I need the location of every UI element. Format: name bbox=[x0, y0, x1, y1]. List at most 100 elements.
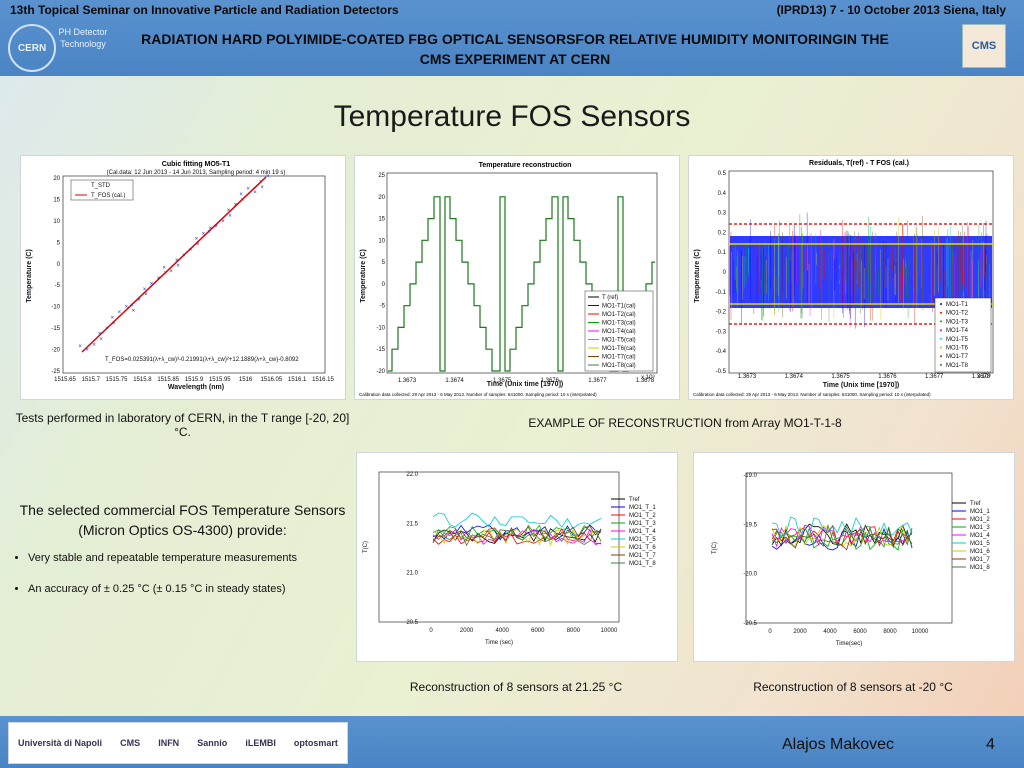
legend-label: Tref bbox=[970, 501, 981, 507]
legend-swatch bbox=[940, 355, 942, 358]
data-point: × bbox=[125, 305, 129, 311]
data-point: × bbox=[239, 192, 243, 198]
summary-lead: The selected commercial FOS Temperature … bbox=[19, 502, 346, 538]
legend-label: MO1-T4 bbox=[946, 328, 969, 334]
data-point: × bbox=[207, 230, 211, 236]
steady-state-2125-plot: 22.0 21.5 21.0 20.5 0 2000 4000 6000 8000 10000 … bbox=[356, 452, 678, 662]
sensor-summary: The selected commercial FOS Temperature … bbox=[10, 500, 355, 614]
data-point: × bbox=[78, 344, 82, 350]
optosmart-logo: optosmart bbox=[293, 738, 338, 748]
y-tick-label: 20.5 bbox=[406, 620, 418, 626]
fit-line bbox=[81, 176, 267, 353]
y-tick-label: -25 bbox=[51, 369, 60, 375]
x-tick-label: 1516.15 bbox=[312, 377, 334, 383]
data-point: × bbox=[137, 298, 141, 304]
steady-state-m20-plot: -19.0 -19.5 -20.0 -20.5 0 2000 4000 6000 8000 10… bbox=[693, 452, 1015, 662]
y-tick-label: -20.5 bbox=[743, 621, 757, 627]
legend-label: MO1_5 bbox=[970, 541, 990, 547]
data-point: × bbox=[144, 292, 148, 298]
bullet-accuracy: An accuracy of ± 0.25 °C (± 0.15 °C in s… bbox=[28, 583, 355, 595]
y-tick-label: 0.5 bbox=[718, 171, 727, 177]
fit-formula: T_FOS=0.025391(λ+λ_cw)³-0.21991(λ+λ_cw)²… bbox=[105, 357, 299, 363]
cms-footer-logo: CMS bbox=[120, 738, 141, 748]
x-tick-label: 8000 bbox=[567, 628, 581, 634]
x-tick-label: 1.3677 bbox=[925, 374, 944, 380]
legend-label: MO1-T7(cal) bbox=[602, 355, 636, 361]
y-tick-label: -0.2 bbox=[716, 310, 727, 316]
legend-label: MO1_8 bbox=[970, 565, 990, 571]
x-tick-label: 1515.9 bbox=[185, 377, 204, 383]
footnote: Calibration data collected: 29 Apr 2013 … bbox=[693, 392, 931, 397]
data-point: × bbox=[98, 332, 102, 338]
legend-label: MO1-T8 bbox=[946, 363, 969, 369]
y-tick-label: -0.3 bbox=[716, 329, 727, 335]
data-point: × bbox=[132, 308, 136, 314]
data-point: × bbox=[246, 187, 250, 193]
y-tick-label: -19.0 bbox=[743, 473, 757, 479]
legend-label: MO1_T_7 bbox=[629, 553, 656, 559]
partner-logos: Università di Napoli CMS INFN Sannio iLE… bbox=[8, 722, 348, 764]
data-point: × bbox=[164, 271, 168, 277]
sensor-trace bbox=[432, 524, 602, 541]
x-tick-label: 1516.05 bbox=[261, 377, 283, 383]
data-point: × bbox=[92, 342, 96, 348]
data-point: × bbox=[202, 231, 206, 237]
y-tick-label: -20 bbox=[51, 348, 60, 354]
example-caption: EXAMPLE OF RECONSTRUCTION from Array MO1… bbox=[528, 416, 842, 430]
plot-subtitle: (Cal.data: 12 Jun 2013 - 14 Jun 2013, Sa… bbox=[107, 170, 286, 176]
y-tick-label: 25 bbox=[378, 173, 385, 179]
legend-label: MO1_T_6 bbox=[629, 545, 656, 551]
sensor-trace bbox=[771, 525, 913, 547]
y-tick-label: -10 bbox=[51, 305, 60, 311]
y-tick-label: -10 bbox=[376, 325, 385, 331]
sensor-trace bbox=[432, 528, 602, 545]
data-point: × bbox=[234, 203, 238, 209]
legend-swatch bbox=[940, 363, 942, 366]
x-tick-label: 10000 bbox=[912, 629, 929, 635]
recon-2125-caption: Reconstruction of 8 sensors at 21.25 °C bbox=[409, 680, 623, 694]
legend-label: MO1-T2(cal) bbox=[602, 312, 636, 318]
legend-label: MO1-T3 bbox=[946, 319, 969, 325]
y-tick-label: -0.1 bbox=[716, 290, 727, 296]
x-axis-label: Time (Unix time [1970]) bbox=[823, 382, 900, 389]
y-tick-label: 0 bbox=[57, 262, 61, 268]
summary-list: Very stable and repeatable temperature m… bbox=[10, 552, 355, 595]
data-point: × bbox=[260, 185, 264, 191]
data-point: × bbox=[111, 315, 115, 321]
y-tick-label: 0 bbox=[382, 282, 386, 288]
y-tick-label: 10 bbox=[53, 219, 60, 225]
legend-label: MO1-T3(cal) bbox=[602, 321, 636, 327]
footnote: Calibration data collected: 29 Apr 2013 … bbox=[359, 392, 597, 397]
data-point: × bbox=[241, 197, 245, 203]
x-tick-label: 0 bbox=[768, 629, 772, 635]
data-point: × bbox=[175, 258, 179, 264]
y-tick-label: -0.4 bbox=[716, 349, 727, 355]
sensor-trace bbox=[771, 524, 913, 548]
conference-name: 13th Topical Seminar on Innovative Parti… bbox=[10, 3, 399, 17]
legend-label: MO1-T1 bbox=[946, 302, 969, 308]
x-exponent: x 10⁹ bbox=[977, 373, 991, 380]
y-tick-label: 20 bbox=[378, 195, 385, 201]
lab-tests-caption: Tests performed in laboratory of CERN, i… bbox=[15, 411, 350, 439]
y-tick-label: 20 bbox=[53, 176, 60, 182]
data-point: × bbox=[182, 253, 186, 259]
x-tick-label: 1515.8 bbox=[133, 377, 152, 383]
data-point: × bbox=[162, 265, 166, 271]
x-tick-label: 1.3678 bbox=[972, 374, 991, 380]
y-tick-label: 22.0 bbox=[406, 472, 418, 478]
data-point: × bbox=[253, 190, 257, 196]
legend-label: MO1-T2 bbox=[946, 311, 969, 317]
x-tick-label: 1516 bbox=[239, 377, 253, 383]
y-axis-label: Temperature (C) bbox=[26, 249, 33, 303]
legend-label: MO1_6 bbox=[970, 549, 990, 555]
slide-title: Temperature FOS Sensors bbox=[333, 100, 691, 133]
y-tick-label: 0.4 bbox=[718, 191, 727, 197]
x-tick-label: 0 bbox=[429, 628, 433, 634]
x-tick-label: 2000 bbox=[460, 628, 474, 634]
sensor-trace bbox=[432, 512, 602, 530]
data-point: × bbox=[195, 237, 199, 243]
legend-label: MO1_T_4 bbox=[629, 529, 656, 535]
legend-label: T (ref) bbox=[602, 295, 618, 301]
plot-title: Cubic fitting MO5-T1 bbox=[162, 161, 231, 168]
y-tick-label: 0 bbox=[723, 270, 727, 276]
